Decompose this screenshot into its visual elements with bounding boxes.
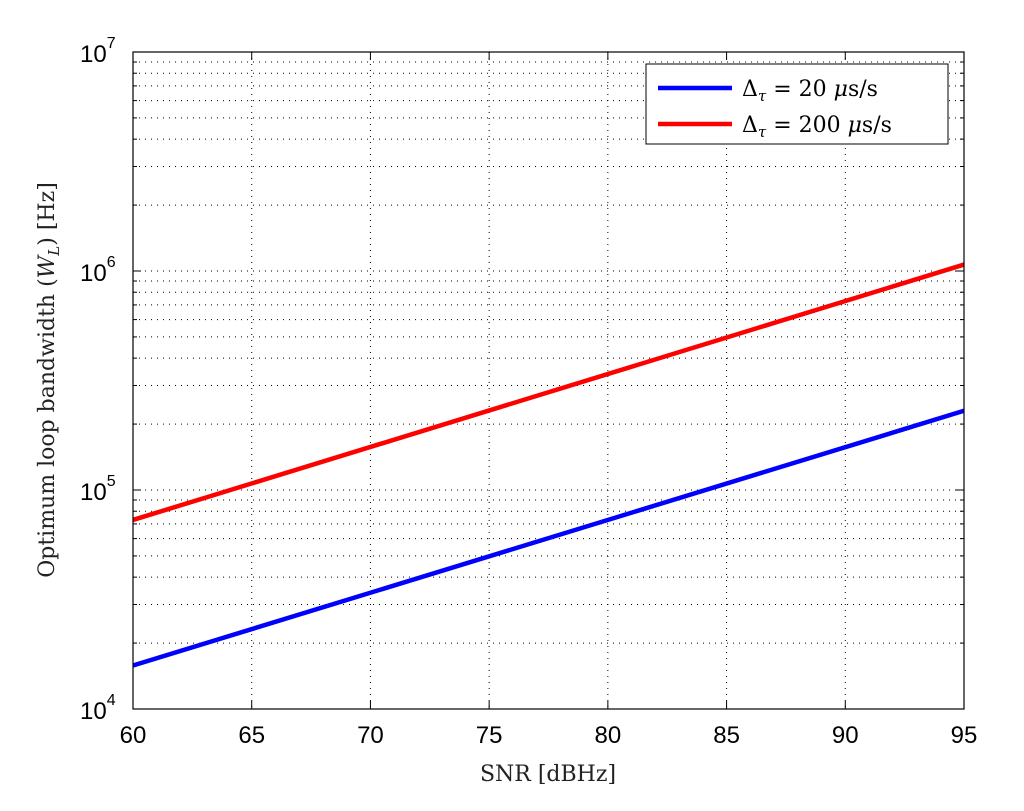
x-tick-label: 60 <box>120 722 147 749</box>
legend-box <box>645 63 949 145</box>
y-tick-label: 104 <box>80 692 116 725</box>
y-axis-label: Optimum loop bandwidth (WL) [Hz] <box>35 182 63 578</box>
y-tick-label: 107 <box>80 35 116 68</box>
x-tick-label: 75 <box>476 722 503 749</box>
x-tick-label: 80 <box>595 722 622 749</box>
x-tick-label: 90 <box>832 722 859 749</box>
x-tick-label: 95 <box>951 722 978 749</box>
series-line-1 <box>132 408 965 668</box>
legend-label-1: Δτ = 20 μs/s <box>742 77 878 105</box>
x-axis-label: SNR [dBHz] <box>480 762 616 787</box>
grid <box>133 52 964 709</box>
x-tick-label: 85 <box>713 722 740 749</box>
plot-frame <box>132 51 965 710</box>
tick-marks <box>132 52 965 710</box>
x-tick-labels: 60 65 70 75 80 85 90 95 <box>120 722 978 749</box>
y-tick-label: 105 <box>80 473 116 506</box>
legend: Δτ = 20 μs/s Δτ = 200 μs/s <box>645 63 949 145</box>
series-line-2 <box>132 262 965 523</box>
y-tick-label: 106 <box>80 254 116 287</box>
legend-label-2: Δτ = 200 μs/s <box>742 113 892 141</box>
x-tick-label: 70 <box>357 722 384 749</box>
y-tick-labels: 104 105 106 107 <box>80 35 116 725</box>
series-layer <box>132 262 965 668</box>
x-tick-label: 65 <box>238 722 265 749</box>
